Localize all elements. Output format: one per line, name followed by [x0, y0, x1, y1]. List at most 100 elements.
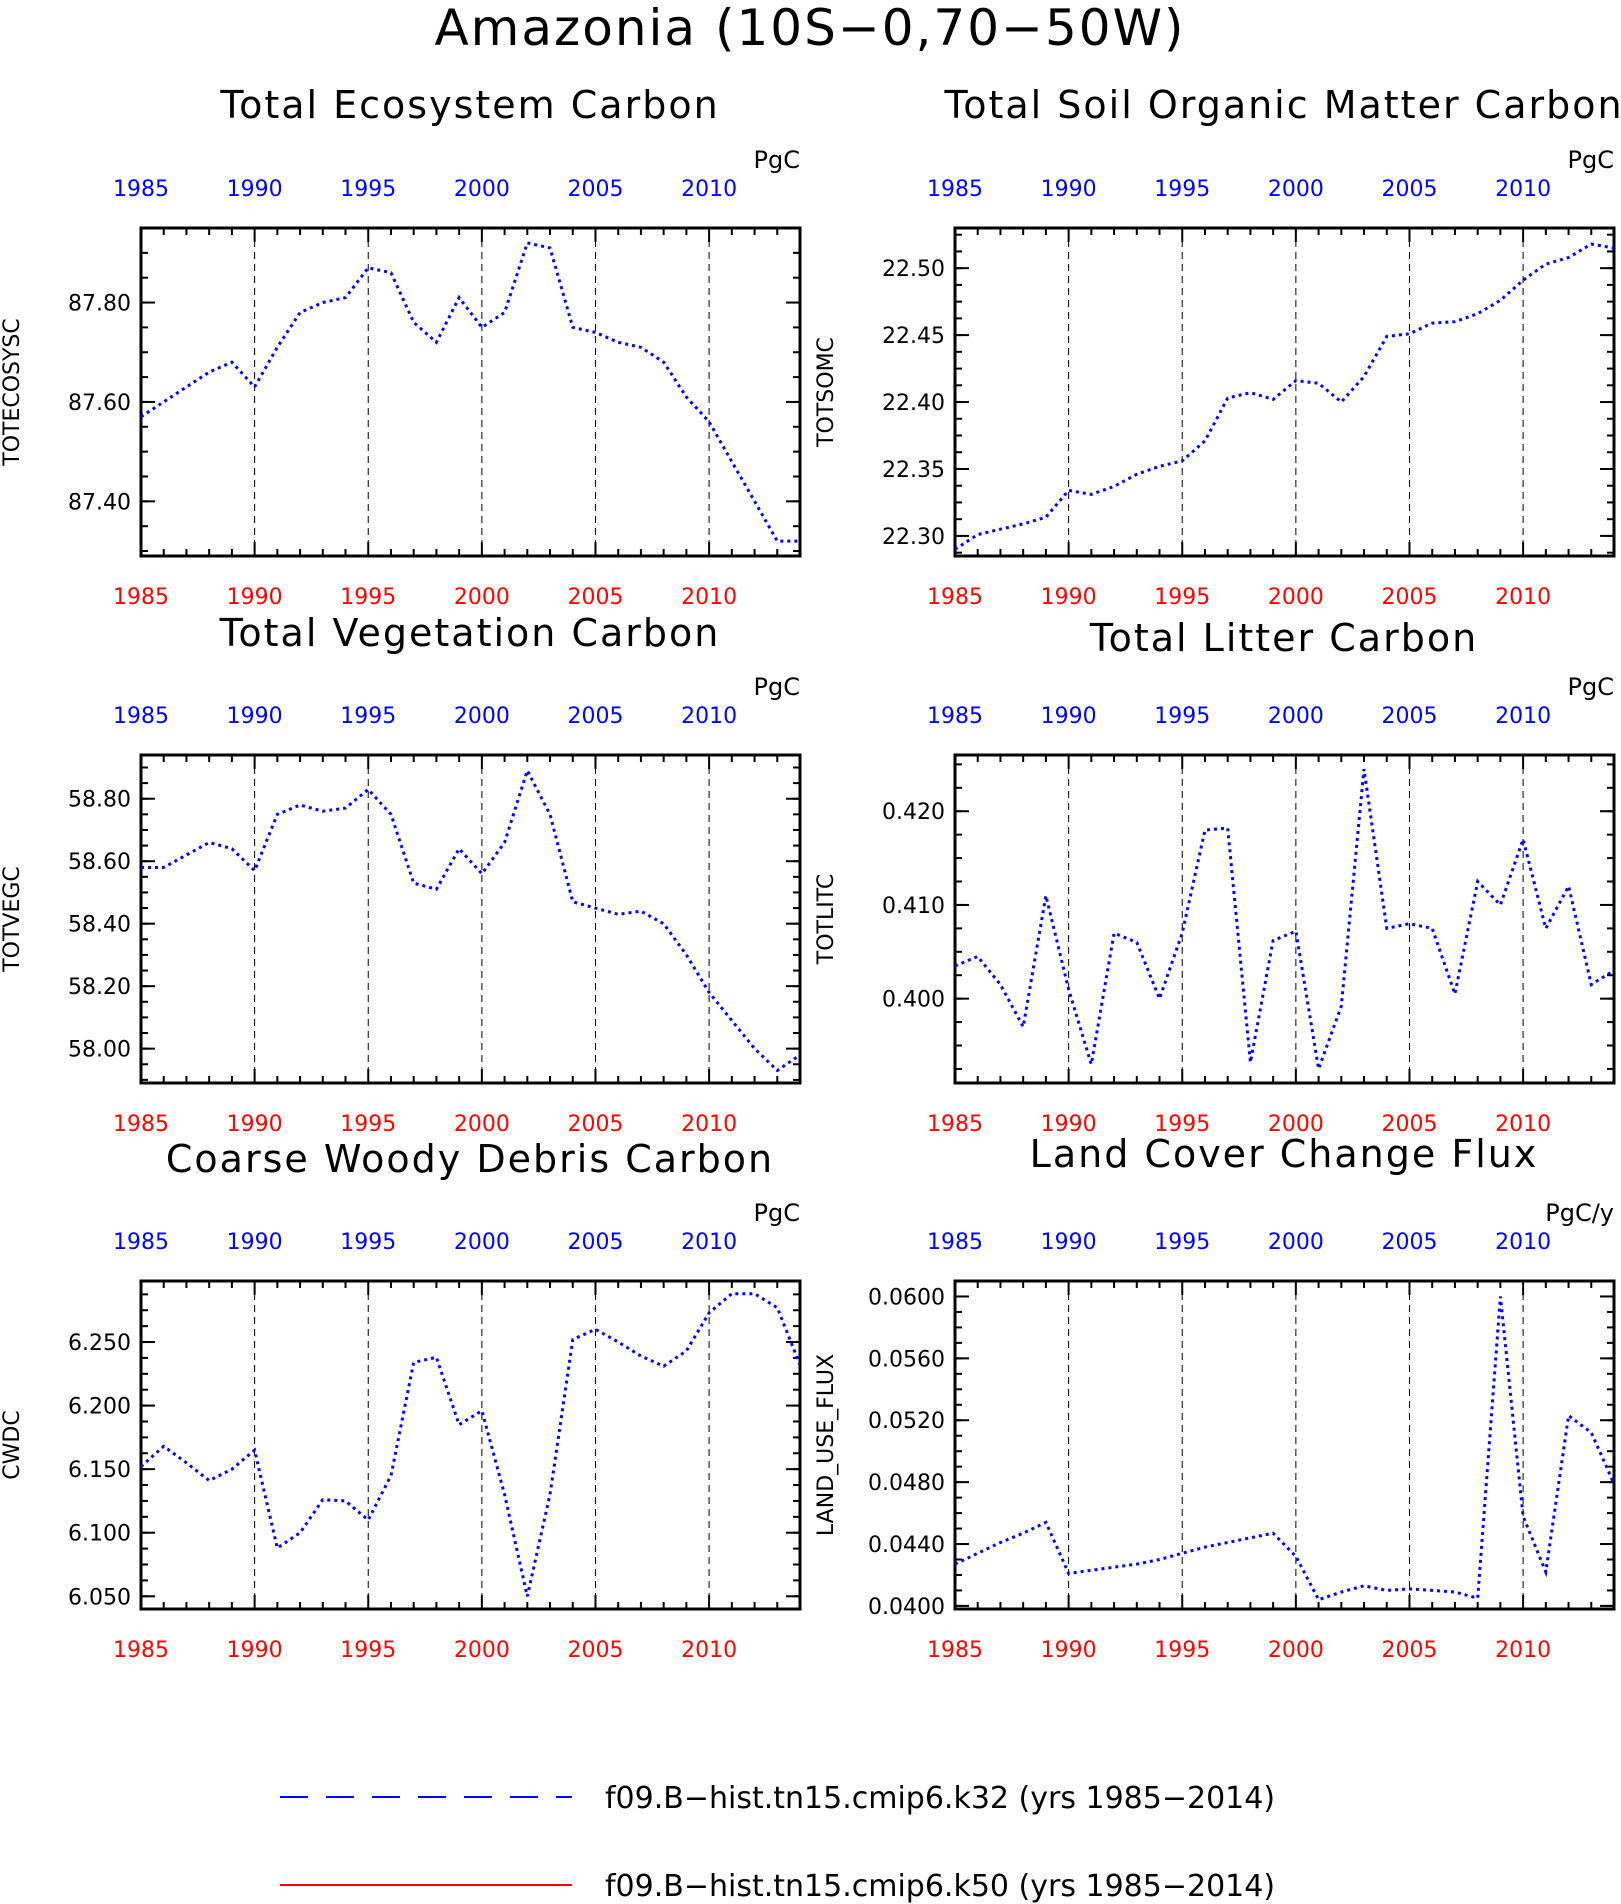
main-title: Amazonia (10S−0,70−50W) [434, 0, 1185, 57]
plot-frame [139, 753, 802, 1085]
y-axis-label: LAND_USE_FLUX [814, 1354, 839, 1536]
x-tick-label-top: 2005 [567, 704, 623, 729]
x-tick-label-bottom: 1990 [227, 1638, 283, 1663]
x-tick-label-top: 1990 [1041, 1230, 1097, 1255]
x-tick-label-bottom: 1995 [1154, 1112, 1210, 1137]
units-label: PgC [754, 1199, 800, 1227]
x-tick-label-top: 1985 [927, 1230, 983, 1255]
x-tick-label-bottom: 2000 [454, 1112, 510, 1137]
series-line-k32 [955, 242, 1614, 551]
x-tick-label-top: 2005 [1381, 704, 1437, 729]
y-tick-label: 22.40 [882, 391, 945, 416]
x-tick-label-top: 1995 [1154, 177, 1210, 202]
x-tick-label-top: 1990 [227, 704, 283, 729]
y-tick-label: 87.60 [68, 391, 131, 416]
x-tick-label-bottom: 2010 [681, 585, 737, 610]
x-tick-label-top: 2000 [1268, 1230, 1324, 1255]
x-tick-label-top: 1985 [927, 704, 983, 729]
panel-title: Total Litter Carbon [1089, 616, 1478, 660]
y-tick-label: 0.420 [882, 800, 945, 825]
panel-2: Total Vegetation Carbon PgC 1985 1985 1990 19… [0, 611, 802, 1137]
x-tick-label-top: 1990 [227, 177, 283, 202]
x-tick-label-top: 1985 [113, 177, 169, 202]
x-tick-label-top: 1995 [340, 704, 396, 729]
units-label: PgC [1568, 673, 1614, 701]
x-tick-label-top: 2010 [681, 704, 737, 729]
x-tick-label-bottom: 2005 [567, 585, 623, 610]
x-tick-label-top: 2010 [1495, 1230, 1551, 1255]
units-label: PgC/y [1545, 1199, 1614, 1227]
x-tick-label-bottom: 2000 [1268, 1638, 1324, 1663]
x-tick-label-bottom: 2000 [454, 585, 510, 610]
x-tick-label-bottom: 1985 [113, 1638, 169, 1663]
x-tick-label-top: 2000 [454, 177, 510, 202]
panel-title: Total Vegetation Carbon [219, 611, 721, 655]
y-tick-label: 22.35 [882, 458, 945, 483]
y-tick-label: 6.050 [68, 1585, 131, 1610]
y-axis-label: TOTVEGC [0, 866, 25, 973]
x-tick-label-bottom: 1995 [1154, 1638, 1210, 1663]
y-tick-label: 6.200 [68, 1395, 131, 1420]
y-tick-label: 58.00 [68, 1038, 131, 1063]
y-tick-label: 0.0560 [868, 1347, 945, 1372]
x-tick-label-bottom: 2005 [1381, 1638, 1437, 1663]
x-tick-label-top: 1995 [1154, 1230, 1210, 1255]
series-line-k32 [141, 766, 800, 1073]
x-tick-label-bottom: 2000 [1268, 1112, 1324, 1137]
x-tick-label-bottom: 1985 [927, 585, 983, 610]
panel-4: Coarse Woody Debris Carbon PgC 1985 1985 199… [0, 1137, 802, 1663]
y-tick-label: 58.20 [68, 975, 131, 1000]
x-tick-label-bottom: 1990 [227, 1112, 283, 1137]
x-tick-label-bottom: 1990 [1041, 585, 1097, 610]
x-tick-label-bottom: 1990 [1041, 1112, 1097, 1137]
legend-label-k50: f09.B−hist.tn15.cmip6.k50 (yrs 1985−2014… [605, 1869, 1275, 1904]
x-tick-label-top: 2005 [567, 177, 623, 202]
x-tick-label-bottom: 2010 [1495, 585, 1551, 610]
x-tick-label-bottom: 1995 [340, 1112, 396, 1137]
x-tick-label-bottom: 1985 [113, 585, 169, 610]
y-tick-label: 87.40 [68, 490, 131, 515]
y-tick-label: 6.100 [68, 1522, 131, 1547]
x-tick-label-top: 1985 [927, 177, 983, 202]
x-tick-label-bottom: 1990 [1041, 1638, 1097, 1663]
x-tick-label-bottom: 1995 [340, 585, 396, 610]
x-tick-label-bottom: 2005 [1381, 585, 1437, 610]
x-tick-label-top: 2005 [1381, 1230, 1437, 1255]
y-tick-label: 0.410 [882, 894, 945, 919]
y-tick-label: 0.0440 [868, 1533, 945, 1558]
x-tick-label-top: 2005 [1381, 177, 1437, 202]
y-tick-label: 22.45 [882, 324, 945, 349]
y-tick-label: 6.150 [68, 1458, 131, 1483]
x-tick-label-bottom: 2000 [1268, 585, 1324, 610]
plot-frame [953, 753, 1616, 1085]
x-tick-label-bottom: 2010 [681, 1638, 737, 1663]
x-tick-label-bottom: 2010 [1495, 1638, 1551, 1663]
plot-frame [139, 1279, 802, 1611]
panels: Total Ecosystem Carbon PgC 1985 1985 1990 199… [0, 83, 1621, 1663]
x-tick-label-top: 2000 [1268, 177, 1324, 202]
x-tick-label-top: 2010 [1495, 704, 1551, 729]
plot-frame [139, 226, 802, 558]
legend: f09.B−hist.tn15.cmip6.k32 (yrs 1985−2014… [280, 1781, 1275, 1904]
units-label: PgC [1568, 146, 1614, 174]
x-tick-label-top: 1990 [1041, 704, 1097, 729]
y-tick-label: 6.250 [68, 1331, 131, 1356]
x-tick-label-bottom: 1995 [340, 1638, 396, 1663]
y-tick-label: 58.60 [68, 850, 131, 875]
x-tick-label-bottom: 2010 [1495, 1112, 1551, 1137]
x-tick-label-top: 2010 [681, 1230, 737, 1255]
x-tick-label-bottom: 1985 [113, 1112, 169, 1137]
x-tick-label-bottom: 1985 [927, 1112, 983, 1137]
x-tick-label-bottom: 2000 [454, 1638, 510, 1663]
plot-frame [953, 1279, 1616, 1611]
plot-frame [953, 226, 1616, 558]
series-line-k32 [955, 1296, 1614, 1602]
x-tick-label-top: 2005 [567, 1230, 623, 1255]
units-label: PgC [754, 673, 800, 701]
panel-0: Total Ecosystem Carbon PgC 1985 1985 1990 199… [0, 83, 802, 610]
panel-title: Land Cover Change Flux [1030, 1132, 1539, 1176]
y-tick-label: 0.0400 [868, 1595, 945, 1620]
x-tick-label-bottom: 2005 [1381, 1112, 1437, 1137]
